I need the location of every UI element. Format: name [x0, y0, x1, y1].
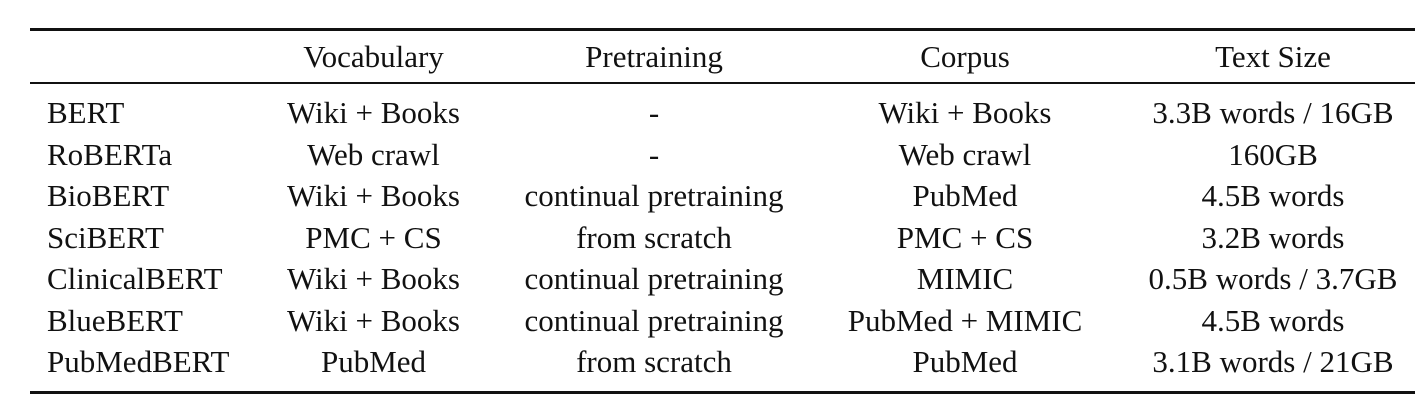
bottom-rule — [30, 390, 1415, 394]
pretraining-cell: from scratch — [576, 219, 732, 255]
vocabulary-cell: PubMed — [320, 344, 427, 379]
header-vocabulary: Vocabulary — [303, 39, 444, 74]
model-name: BERT — [47, 95, 125, 130]
table-row: BERT Wiki + Books - Wiki + Books 3.3B wo… — [30, 92, 1415, 134]
text-size-cell: 3.3B words / 16GB — [1152, 95, 1394, 130]
vocabulary-cell: Wiki + Books — [287, 302, 460, 338]
header-corpus: Corpus — [920, 39, 1010, 74]
corpus-cell: Wiki + Books — [878, 95, 1052, 130]
header-row: Vocabulary Pretraining Corpus Text Size — [30, 31, 1415, 82]
pretraining-cell: - — [648, 95, 660, 130]
vocabulary-cell: Wiki + Books — [287, 178, 460, 213]
model-name: RoBERTa — [47, 136, 173, 172]
model-name: BioBERT — [47, 178, 170, 213]
header-text-size: Text Size — [1215, 39, 1331, 74]
corpus-cell: PubMed — [912, 344, 1018, 379]
pretraining-cell: continual pretraining — [524, 178, 784, 213]
header-pretraining: Pretraining — [585, 39, 723, 74]
model-name: ClinicalBERT — [47, 261, 223, 296]
text-size-cell: 3.2B words — [1201, 219, 1345, 255]
pretraining-cell: from scratch — [576, 344, 732, 379]
corpus-cell: PubMed — [912, 178, 1018, 213]
table-row: BioBERT Wiki + Books continual pretraini… — [30, 175, 1415, 217]
table-row: BlueBERT Wiki + Books continual pretrain… — [30, 300, 1415, 342]
corpus-cell: PMC + CS — [896, 219, 1034, 255]
corpus-cell: PubMed + MIMIC — [847, 302, 1083, 338]
model-name: BlueBERT — [47, 302, 183, 338]
table-row: ClinicalBERT Wiki + Books continual pret… — [30, 258, 1415, 300]
vocabulary-cell: Wiki + Books — [287, 261, 460, 296]
corpus-cell: Web crawl — [898, 136, 1032, 172]
top-rule — [30, 28, 1415, 31]
header-rule — [30, 82, 1415, 84]
model-name: SciBERT — [47, 219, 164, 255]
model-name: PubMedBERT — [47, 344, 230, 379]
table-row: RoBERTa Web crawl - Web crawl 160GB — [30, 134, 1415, 176]
pretraining-cell: - — [648, 136, 660, 172]
pretraining-cell: continual pretraining — [524, 261, 784, 296]
vocabulary-cell: PMC + CS — [305, 219, 442, 255]
table-body: BERT Wiki + Books - Wiki + Books 3.3B wo… — [30, 84, 1415, 391]
text-size-cell: 4.5B words — [1201, 178, 1345, 213]
comparison-table: Vocabulary Pretraining Corpus Text Size … — [30, 28, 1415, 394]
text-size-cell: 160GB — [1228, 136, 1318, 172]
vocabulary-cell: Web crawl — [307, 136, 440, 172]
table-row: SciBERT PMC + CS from scratch PMC + CS 3… — [30, 217, 1415, 259]
text-size-cell: 0.5B words / 3.7GB — [1148, 261, 1398, 296]
pretraining-cell: continual pretraining — [524, 302, 784, 338]
table-header: Vocabulary Pretraining Corpus Text Size — [30, 31, 1415, 82]
text-size-cell: 4.5B words — [1201, 302, 1345, 338]
corpus-cell: MIMIC — [916, 261, 1014, 296]
table-row: PubMedBERT PubMed from scratch PubMed 3.… — [30, 341, 1415, 383]
vocabulary-cell: Wiki + Books — [287, 95, 460, 130]
header-model — [30, 31, 238, 82]
text-size-cell: 3.1B words / 21GB — [1152, 344, 1394, 379]
